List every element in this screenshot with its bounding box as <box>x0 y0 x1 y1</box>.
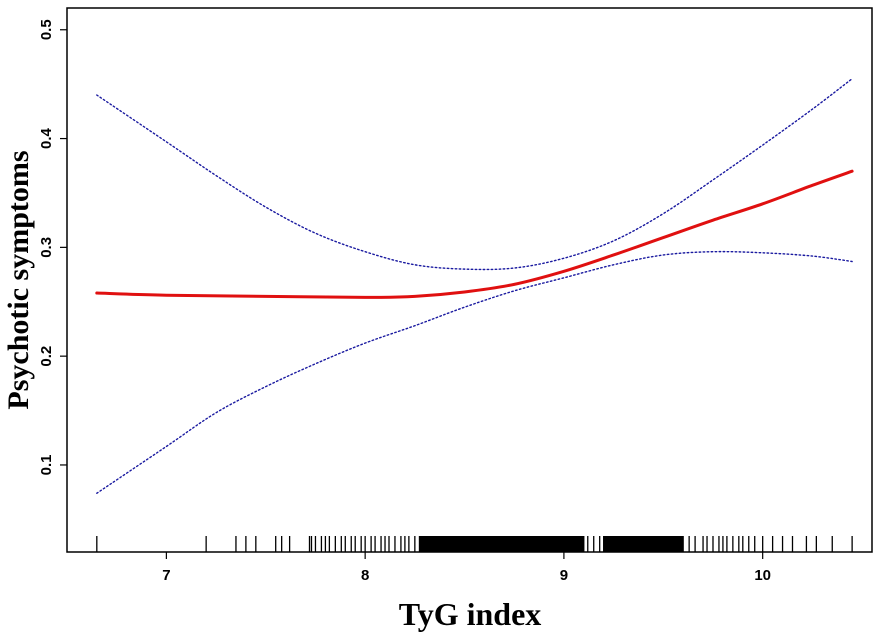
x-axis-title: TyG index <box>399 596 542 632</box>
x-tick-label: 9 <box>560 567 568 584</box>
upper-ci-line <box>96 78 853 271</box>
y-tick-label: 0.2 <box>38 346 55 367</box>
rug-plot <box>96 536 853 552</box>
rug-dense-band <box>418 536 584 552</box>
x-tick-label: 10 <box>754 567 771 584</box>
x-tick-label: 8 <box>361 567 369 584</box>
series-lines <box>95 78 854 494</box>
x-axis: 7 8 9 10 <box>162 552 771 584</box>
plot-frame <box>66 7 873 553</box>
lower-ci-line <box>96 250 853 494</box>
estimate-line <box>95 169 854 299</box>
y-axis: 0.1 0.2 0.3 0.4 0.5 <box>38 19 67 475</box>
y-tick-label: 0.4 <box>38 127 55 149</box>
x-tick-label: 7 <box>162 567 170 584</box>
y-tick-label: 0.5 <box>38 19 55 40</box>
y-tick-label: 0.3 <box>38 237 55 258</box>
y-axis-title: Psychotic symptoms <box>2 150 35 409</box>
y-tick-label: 0.1 <box>38 455 55 476</box>
